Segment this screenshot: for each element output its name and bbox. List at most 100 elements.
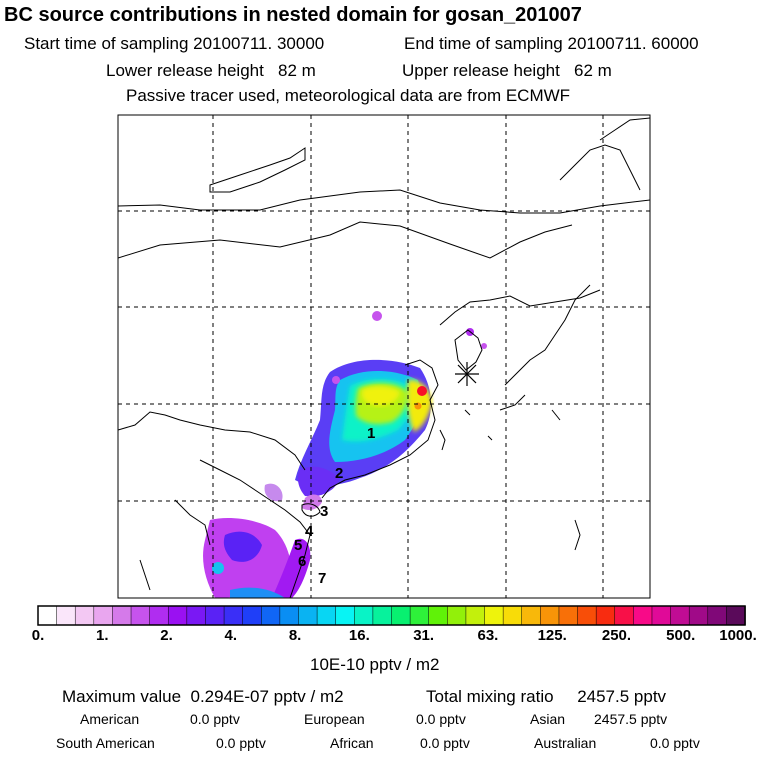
colorbar-tick-label: 16. — [348, 627, 370, 644]
region-label-3: 3 — [320, 503, 328, 520]
colorbar-tick-label: 0. — [31, 627, 45, 644]
colorbar-swatch — [502, 605, 523, 626]
region-european: European — [304, 711, 365, 727]
upper-release: Upper release height 62 m — [402, 61, 612, 81]
colorbar-swatch — [372, 605, 393, 626]
colorbar-swatch — [242, 605, 263, 626]
colorbar-tick-label: 4. — [224, 627, 238, 644]
region-american-value: 0.0 pptv — [190, 711, 240, 727]
colorbar-swatch — [391, 605, 411, 626]
start-time-value: 20100711. 30000 — [193, 34, 325, 53]
region-american: American — [80, 711, 139, 727]
colorbar-swatch — [577, 605, 597, 626]
region-name: African — [330, 735, 374, 751]
region-label-7: 7 — [318, 570, 326, 587]
colorbar-tick-label: 125. — [537, 627, 567, 644]
colorbar-swatch — [595, 605, 616, 626]
max-value: Maximum value 0.294E-07 pptv / m2 — [62, 687, 344, 707]
colorbar-tick-label: 1000. — [719, 627, 757, 644]
colorbar-swatch — [56, 605, 76, 626]
colorbar-swatch — [74, 605, 95, 626]
colorbar-tick-label: 63. — [477, 627, 499, 644]
colorbar-tick-label: 8. — [288, 627, 302, 644]
colorbar-swatch — [261, 605, 281, 626]
colorbar-swatch — [335, 605, 356, 626]
colorbar-swatch — [149, 605, 169, 626]
colorbar-swatch — [688, 605, 709, 626]
region-name: European — [304, 711, 365, 727]
chart-title: BC source contributions in nested domain… — [4, 4, 582, 26]
colorbar-swatch — [223, 605, 244, 626]
map-frame — [117, 114, 651, 599]
colorbar-swatch — [279, 605, 300, 626]
colorbar-swatch — [521, 605, 542, 626]
colorbar-swatch — [540, 605, 560, 626]
colorbar-swatch — [205, 605, 225, 626]
colorbar-swatch — [447, 605, 467, 626]
colorbar-swatch — [354, 605, 374, 626]
region-name: Asian — [530, 711, 566, 727]
colorbar-units: 10E-10 pptv / m2 — [310, 655, 440, 674]
start-time-label: Start time of sampling — [24, 34, 189, 53]
colorbar-swatch — [298, 605, 318, 626]
max-value-label: Maximum value — [62, 687, 182, 706]
colorbar-swatch — [316, 605, 337, 626]
region-label-2: 2 — [335, 465, 343, 482]
lower-release-label: Lower release height — [106, 61, 264, 80]
coastlines — [118, 117, 650, 598]
colorbar-swatch — [37, 605, 58, 626]
region-african: African — [330, 735, 374, 751]
lower-release: Lower release height 82 m — [106, 61, 316, 81]
colorbar-frame — [37, 605, 746, 626]
region-label-4: 4 — [305, 523, 314, 540]
colorbar-tick-label: 250. — [601, 627, 632, 644]
colorbar-swatch — [167, 605, 188, 626]
star-receptor-icon — [455, 362, 479, 386]
lower-release-value: 82 m — [278, 61, 316, 80]
concentration-plume — [203, 311, 487, 598]
region-name: American — [80, 711, 140, 727]
colorbar-swatch — [633, 605, 653, 626]
region-name: South American — [56, 735, 155, 751]
colorbar-tick-label: 31. — [413, 627, 435, 644]
region-asian: Asian — [530, 711, 565, 727]
colorbar-tick-label: 1. — [96, 627, 109, 644]
region-south-american: South American — [56, 735, 155, 751]
region-label-6: 6 — [298, 553, 306, 570]
start-time: Start time of sampling 20100711. 30000 — [24, 34, 324, 54]
colorbar-swatch — [186, 605, 207, 626]
colorbar-swatch — [651, 605, 672, 626]
colorbar-swatch — [130, 605, 151, 626]
colorbar-swatch — [409, 605, 430, 626]
region-name: Australian — [534, 735, 597, 751]
colorbar-swatch — [484, 605, 504, 626]
region-african-value: 0.0 pptv — [420, 735, 470, 751]
region-australian-value: 0.0 pptv — [650, 735, 700, 751]
tracer-note: Passive tracer used, meteorological data… — [126, 86, 571, 105]
colorbar-tick-label: 2. — [160, 627, 173, 644]
region-label-5: 5 — [294, 537, 302, 554]
colorbar-swatch — [726, 605, 746, 626]
colorbar-swatch — [465, 605, 486, 626]
end-time-value: 20100711. 60000 — [567, 34, 699, 53]
colorbar — [37, 605, 746, 626]
total-mixing-label: Total mixing ratio — [426, 687, 554, 706]
region-australian: Australian — [534, 735, 596, 751]
total-mixing-value: 2457.5 pptv — [577, 687, 667, 706]
upper-release-value: 62 m — [574, 61, 612, 80]
colorbar-swatch — [670, 605, 690, 626]
colorbar-swatch — [93, 605, 114, 626]
colorbar-swatch — [112, 605, 132, 626]
colorbar-swatch — [707, 605, 728, 626]
upper-release-label: Upper release height — [402, 61, 560, 80]
region-label-1: 1 — [367, 425, 375, 442]
end-time: End time of sampling 20100711. 60000 — [404, 34, 699, 54]
region-south-american-value: 0.0 pptv — [216, 735, 266, 751]
total-mixing: Total mixing ratio 2457.5 pptv — [426, 687, 666, 707]
region-asian-value: 2457.5 pptv — [594, 711, 668, 727]
colorbar-swatch — [428, 605, 449, 626]
region-european-value: 0.0 pptv — [416, 711, 466, 727]
graticule — [118, 115, 650, 598]
colorbar-tick-label: 500. — [666, 627, 696, 644]
